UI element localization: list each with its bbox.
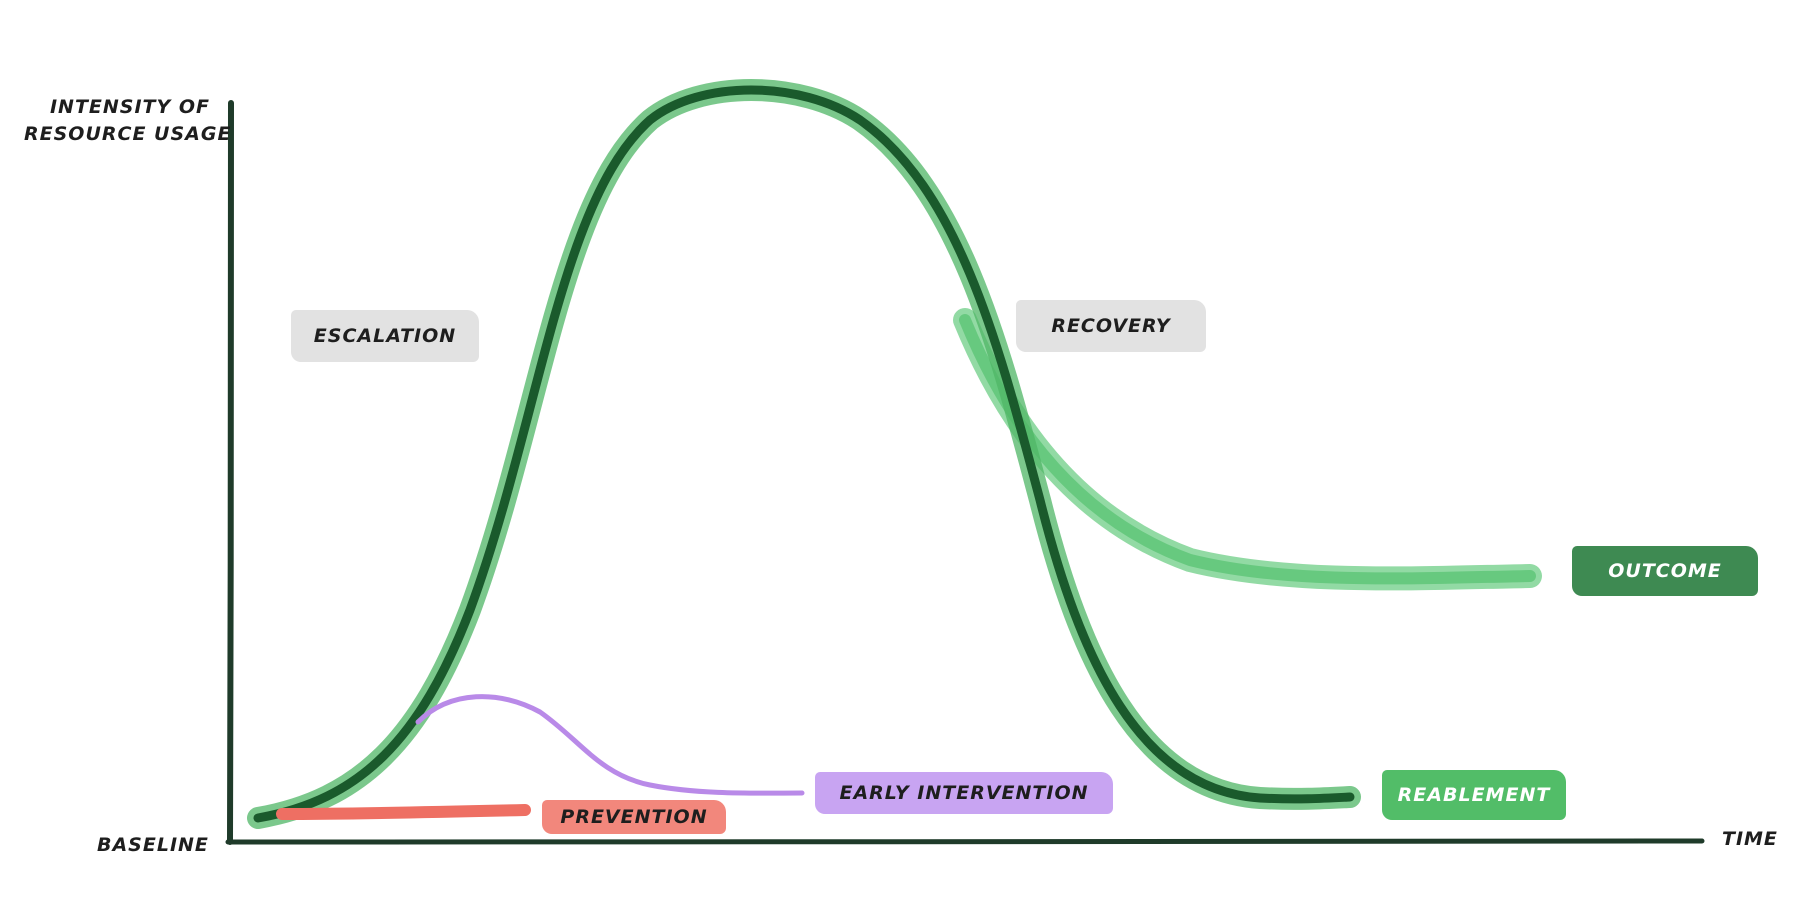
outcome-label: OUTCOME (1608, 560, 1722, 582)
main-curve (253, 85, 1355, 823)
prevention-label: PREVENTION (560, 806, 708, 828)
reablement-tag: REABLEMENT (1382, 770, 1566, 820)
y-axis (227, 100, 234, 845)
escalation-label: ESCALATION (313, 325, 457, 347)
y-axis-label-line1: INTENSITY OF (49, 96, 210, 118)
prevention-stroke (276, 804, 531, 820)
x-axis (225, 838, 1705, 845)
outcome-tag: OUTCOME (1572, 546, 1758, 596)
early-intervention-curve (415, 694, 805, 796)
escalation-tag: ESCALATION (291, 310, 479, 362)
recovery-label: RECOVERY (1051, 315, 1171, 337)
early-intervention-tag: EARLY INTERVENTION (815, 772, 1113, 814)
prevention-tag: PREVENTION (542, 800, 726, 834)
reablement-label: REABLEMENT (1397, 784, 1551, 806)
y-axis-label-line2: RESOURCE USAGE (24, 123, 232, 145)
time-label: TIME (1722, 828, 1778, 850)
recovery-tag: RECOVERY (1016, 300, 1206, 352)
early-intervention-label: EARLY INTERVENTION (839, 782, 1089, 804)
baseline-label: BASELINE (97, 834, 209, 856)
y-axis-label: INTENSITY OF RESOURCE USAGE (24, 94, 232, 148)
